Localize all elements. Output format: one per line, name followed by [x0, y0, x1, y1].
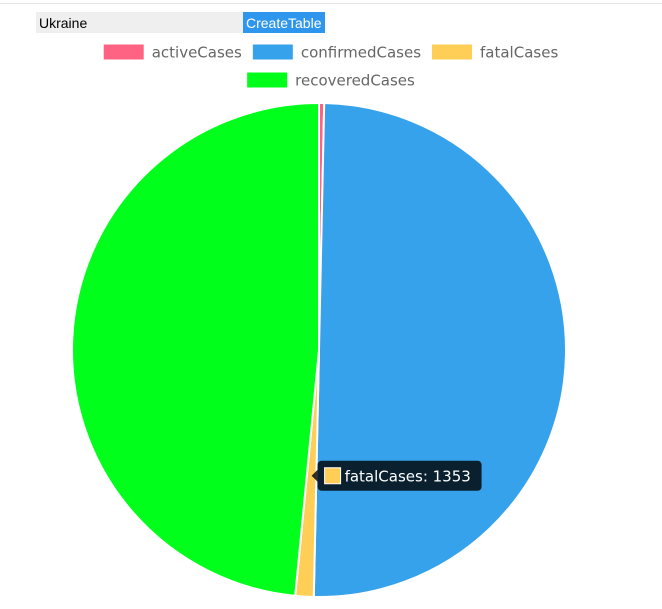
pie-slice-recovered-cases[interactable] [70, 101, 320, 597]
tooltip-caret [311, 469, 318, 482]
legend-item-fatal-cases[interactable]: fatalCases [432, 44, 558, 62]
country-input[interactable] [36, 12, 243, 33]
pie-slices [70, 101, 567, 598]
create-table-button[interactable]: CreateTable [243, 12, 325, 33]
tooltip-box [317, 460, 482, 491]
legend-swatch [432, 44, 473, 60]
tooltip-label: fatalCases: 1353 [345, 467, 471, 485]
legend-label: fatalCases [480, 44, 558, 62]
legend-swatch [247, 72, 288, 88]
legend-item-confirmed-cases[interactable]: confirmedCases [252, 44, 421, 62]
tooltip-swatch [324, 467, 342, 485]
chart-tooltip: fatalCases: 1353 [311, 460, 482, 491]
legend-swatch [252, 44, 293, 60]
chart-legend: activeCases confirmedCases fatalCases recov… [103, 44, 558, 90]
legend-item-active-cases[interactable]: activeCases [103, 44, 242, 62]
controls-bar: CreateTable [36, 12, 325, 33]
legend-label: activeCases [152, 44, 242, 62]
legend-swatch [103, 44, 144, 60]
legend-label: recoveredCases [295, 72, 415, 90]
legend-item-recovered-cases[interactable]: recoveredCases [247, 72, 415, 90]
legend-label: confirmedCases [301, 44, 421, 62]
top-divider [0, 3, 662, 4]
pie-slice-confirmed-cases[interactable] [312, 102, 567, 598]
